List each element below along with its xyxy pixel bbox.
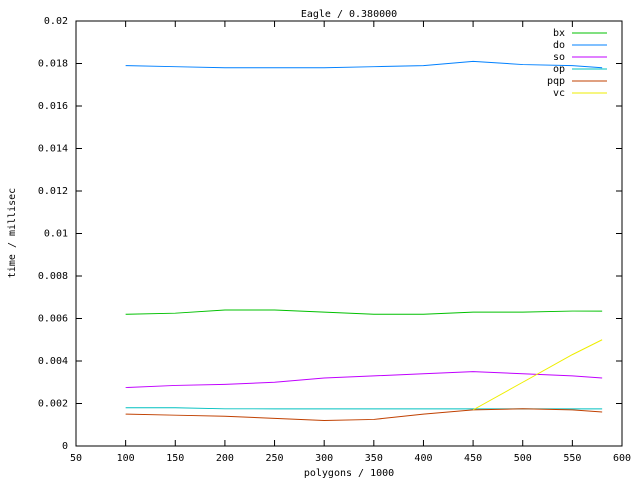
x-tick-label: 550 <box>563 453 581 464</box>
series-line <box>472 339 603 411</box>
y-tick-label: 0.006 <box>38 314 68 325</box>
legend-label: bx <box>553 28 565 39</box>
y-tick-label: 0.014 <box>38 144 68 155</box>
legend-label: pqp <box>547 76 565 87</box>
y-tick-label: 0.01 <box>44 229 68 240</box>
x-tick-label: 300 <box>315 453 333 464</box>
series-line <box>125 371 603 389</box>
legend-label: do <box>553 40 565 51</box>
legend-label: vc <box>553 88 565 99</box>
x-tick-label: 50 <box>70 453 82 464</box>
y-tick-label: 0.004 <box>38 356 68 367</box>
legend-label: so <box>553 52 565 63</box>
x-tick-label: 200 <box>216 453 234 464</box>
x-axis-label: polygons / 1000 <box>304 468 394 479</box>
y-tick-label: 0.012 <box>38 186 68 197</box>
y-tick-label: 0.016 <box>38 101 68 112</box>
y-tick-label: 0.02 <box>44 16 68 27</box>
legend-label: op <box>553 64 565 75</box>
x-tick-label: 400 <box>414 453 432 464</box>
x-tick-label: 600 <box>613 453 631 464</box>
x-tick-label: 500 <box>514 453 532 464</box>
x-tick-label: 100 <box>117 453 135 464</box>
y-tick-label: 0.018 <box>38 59 68 70</box>
x-tick-label: 150 <box>166 453 184 464</box>
y-axis-label: time / millisec <box>7 188 18 278</box>
chart-title: Eagle / 0.380000 <box>301 9 397 20</box>
series-line <box>125 408 603 422</box>
y-tick-label: 0.002 <box>38 399 68 410</box>
x-tick-label: 450 <box>464 453 482 464</box>
x-tick-label: 250 <box>266 453 284 464</box>
series-line <box>125 309 603 315</box>
series-line <box>125 60 603 69</box>
x-tick-label: 350 <box>365 453 383 464</box>
y-tick-label: 0 <box>62 441 68 452</box>
y-tick-label: 0.008 <box>38 271 68 282</box>
